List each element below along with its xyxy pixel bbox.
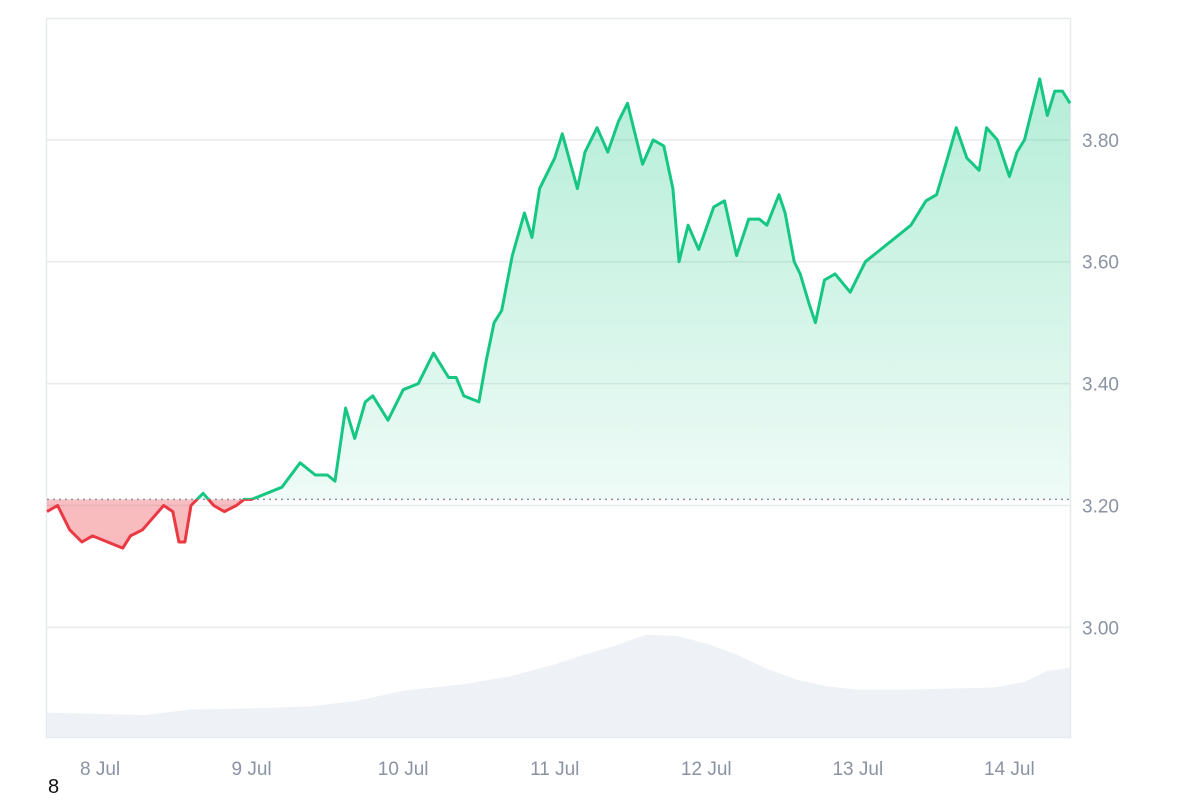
x-tick-label: 13 Jul	[832, 759, 883, 780]
y-tick-label: 3.60	[1082, 253, 1119, 274]
x-tick-label: 14 Jul	[984, 759, 1035, 780]
x-tick-label: 12 Jul	[681, 759, 732, 780]
x-tick-label: 11 Jul	[530, 759, 579, 780]
price-area-up	[47, 78, 1070, 500]
plot-frame	[45, 17, 1072, 739]
x-tick-label: 10 Jul	[378, 759, 429, 780]
volume-area	[47, 634, 1070, 737]
x-tick-label: 9 Jul	[232, 759, 272, 780]
y-tick-label: 3.80	[1082, 131, 1119, 152]
price-line-up	[194, 77, 1072, 500]
price-area-down	[47, 499, 252, 549]
y-tick-label: 3.40	[1082, 375, 1119, 396]
y-axis-ticks: 3.00 3.20 3.40 3.60 3.80	[1082, 131, 1119, 639]
corner-label: 8	[48, 776, 60, 798]
y-tick-label: 3.00	[1082, 618, 1119, 639]
y-tick-label: 3.20	[1082, 496, 1119, 517]
x-tick-label: 8 Jul	[80, 759, 120, 780]
price-line-down	[46, 499, 256, 550]
x-axis-ticks: 8 Jul 9 Jul 10 Jul 11 Jul 12 Jul 13 Jul 14 Jul	[80, 759, 1035, 780]
